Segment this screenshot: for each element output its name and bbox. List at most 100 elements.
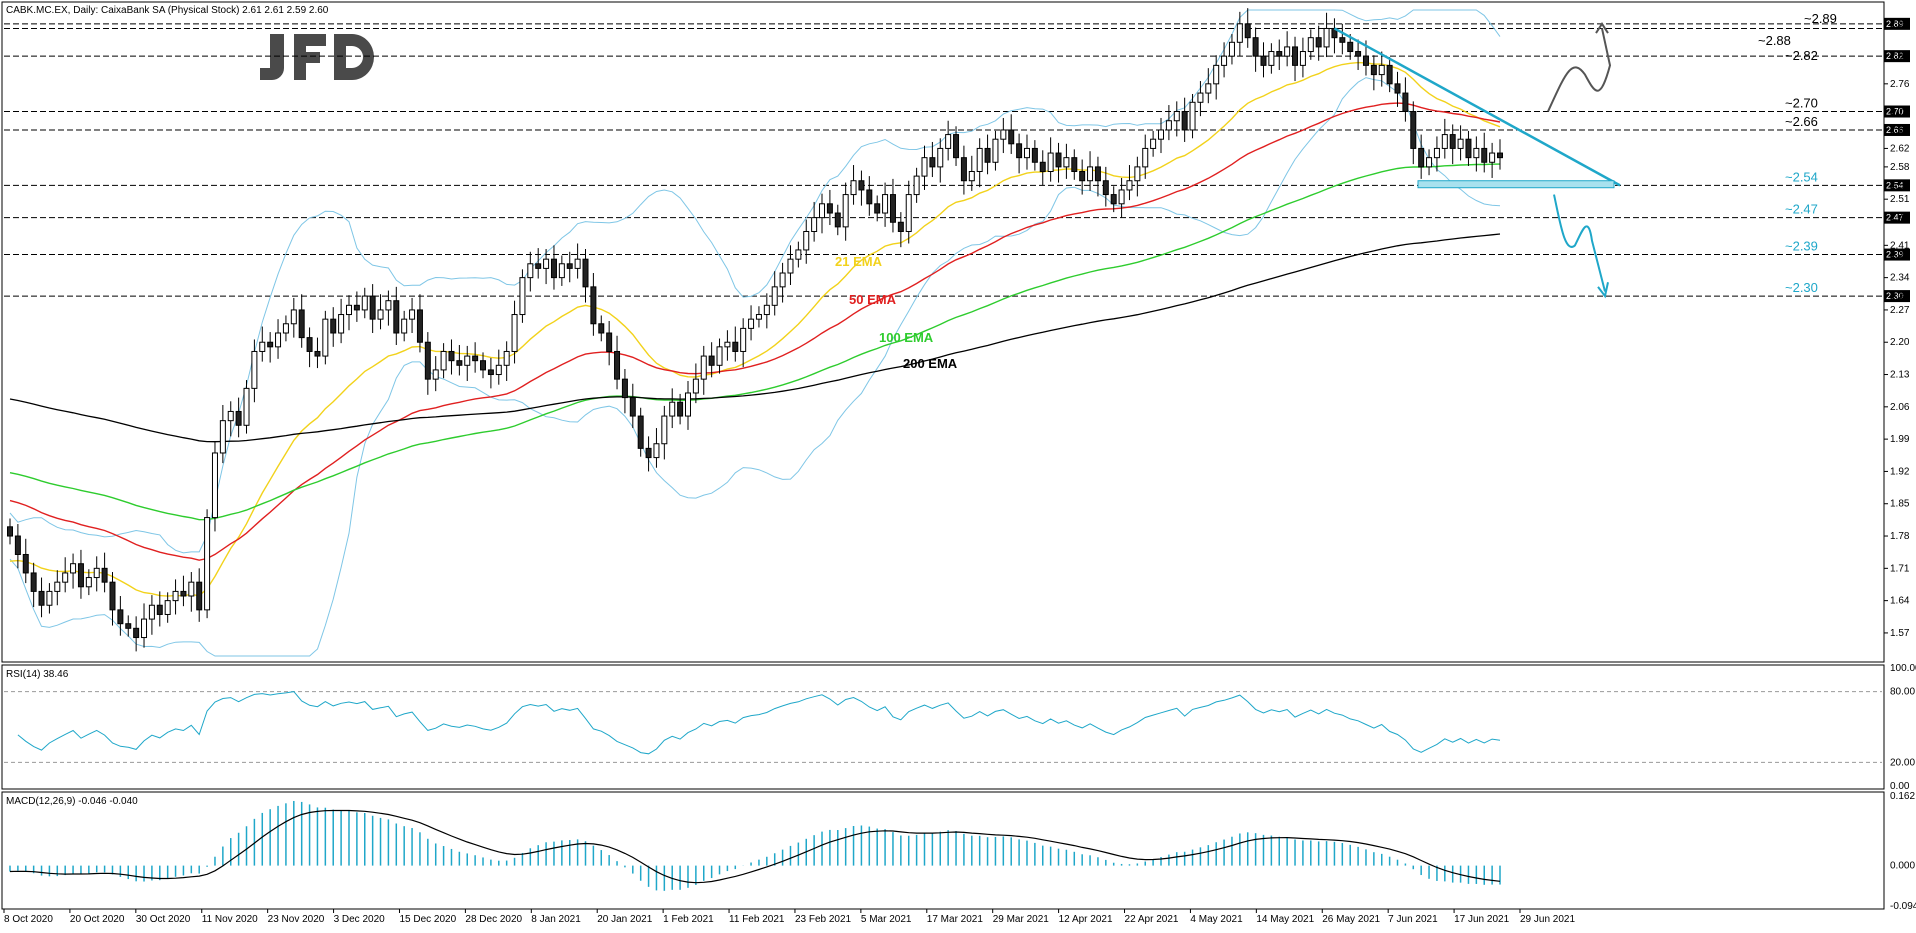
candle-down xyxy=(1410,111,1417,149)
level-label: ~2.70 xyxy=(1785,96,1818,111)
candle-down xyxy=(416,309,423,343)
price-tick-label: 1.64 xyxy=(1890,596,1910,607)
candle-up xyxy=(1299,51,1306,66)
candle-down xyxy=(1394,83,1401,94)
candle-down xyxy=(472,355,479,362)
annotations xyxy=(1333,22,1621,299)
candle-down xyxy=(14,535,21,555)
candle-up xyxy=(771,286,778,306)
candle-up xyxy=(46,590,53,606)
candle-up xyxy=(141,618,148,639)
price-tick-label: 2.70 xyxy=(1890,107,1910,118)
ema-lines xyxy=(9,61,1501,597)
candle-down xyxy=(1339,37,1346,43)
time-tick-label: 23 Nov 2020 xyxy=(268,914,325,925)
candle-down xyxy=(1347,41,1354,53)
macd-tick-label: -0.094 xyxy=(1890,901,1916,912)
time-tick-label: 29 Jun 2021 xyxy=(1520,914,1575,925)
candle-up xyxy=(574,258,581,269)
price-tick-label: 2.30 xyxy=(1890,291,1910,302)
candle-down xyxy=(314,350,321,357)
price-tag: 2.47 xyxy=(1886,213,1904,223)
candle-down xyxy=(1497,152,1503,159)
price-tick-label: 2.06 xyxy=(1890,402,1910,413)
candle-down xyxy=(109,581,116,611)
candle-down xyxy=(298,309,305,339)
level-label: ~2.88 xyxy=(1758,33,1791,48)
macd-panel-frame xyxy=(1,791,1885,910)
candle-up xyxy=(558,263,565,279)
candle-down xyxy=(448,350,455,362)
bearish-path-arrow xyxy=(1553,194,1606,292)
candle-up xyxy=(1063,157,1070,168)
candle-up xyxy=(1441,134,1448,149)
candle-up xyxy=(219,420,226,454)
candle-up xyxy=(322,318,329,357)
price-tick-label: 1.57 xyxy=(1890,628,1910,639)
candle-up xyxy=(93,567,100,579)
candle-up xyxy=(724,341,731,348)
macd-tick-label: 0.000 xyxy=(1890,861,1915,872)
time-tick-label: 5 Mar 2021 xyxy=(861,914,912,925)
price-tick-label: 2.54 xyxy=(1890,180,1910,191)
candle-down xyxy=(614,350,621,380)
candle-up xyxy=(1150,138,1157,149)
time-tick-label: 7 Jun 2021 xyxy=(1388,914,1438,925)
candle-up xyxy=(377,309,384,320)
price-tag: 2.30 xyxy=(1886,291,1904,301)
price-tick-label: 2.62 xyxy=(1890,143,1910,154)
time-tick-label: 14 May 2021 xyxy=(1256,914,1314,925)
support-zone xyxy=(1417,180,1615,189)
candle-down xyxy=(156,604,163,615)
price-tag: 2.82 xyxy=(1886,51,1904,61)
candle-up xyxy=(795,249,802,260)
macd-tick-label: 0.162 xyxy=(1890,791,1915,802)
candle-down xyxy=(590,286,597,325)
candle-down xyxy=(1370,64,1377,76)
candle-up xyxy=(1228,41,1235,57)
candle-down xyxy=(1110,194,1117,205)
candle-up xyxy=(716,346,723,366)
candle-down xyxy=(30,572,37,592)
time-tick-label: 20 Oct 2020 xyxy=(70,914,125,925)
candle-down xyxy=(77,563,84,588)
candle-up xyxy=(1142,147,1149,168)
candle-down xyxy=(1362,55,1369,66)
candle-down xyxy=(1031,147,1038,163)
price-tag: 2.89 xyxy=(1886,19,1904,29)
candle-down xyxy=(38,590,45,606)
time-tick-label: 22 Apr 2021 xyxy=(1125,914,1179,925)
candle-down xyxy=(330,318,337,334)
candle-down xyxy=(196,581,203,611)
candle-down xyxy=(637,415,644,449)
candle-up xyxy=(543,258,550,269)
rsi-line xyxy=(17,691,1501,755)
bollinger-upper xyxy=(9,9,1501,554)
candle-down xyxy=(1418,147,1425,168)
candle-down xyxy=(866,189,873,205)
candle-down xyxy=(1355,51,1362,57)
ema100-line xyxy=(9,163,1501,521)
price-tick-label: 1.71 xyxy=(1890,563,1910,574)
chart-header: CABK.MC.EX, Daily: CaixaBank SA (Physica… xyxy=(6,5,329,16)
candle-up xyxy=(779,272,786,288)
candle-up xyxy=(464,355,471,366)
bollinger-lower xyxy=(9,77,1501,657)
candle-up xyxy=(1213,64,1220,85)
price-tick-label: 2.27 xyxy=(1890,305,1910,316)
horizontal-levels: 2.89 2.82 2.70 2.66 2.54 2.47 2.39 2.30 ~2.89 ~2.… xyxy=(4,11,1910,303)
candle-down xyxy=(1276,51,1283,57)
candle-down xyxy=(456,360,463,366)
candle-up xyxy=(1426,157,1433,168)
candle-up xyxy=(803,230,810,251)
time-tick-label: 20 Jan 2021 xyxy=(597,914,652,925)
candle-up xyxy=(921,157,928,177)
candle-down xyxy=(1181,111,1188,131)
candle-up xyxy=(700,355,707,380)
candle-up xyxy=(1165,120,1172,131)
price-tag-bg xyxy=(1884,211,1910,224)
candle-down xyxy=(1402,92,1409,113)
time-tick-label: 8 Jan 2021 xyxy=(531,914,581,925)
price-tag-bg xyxy=(1884,17,1910,30)
